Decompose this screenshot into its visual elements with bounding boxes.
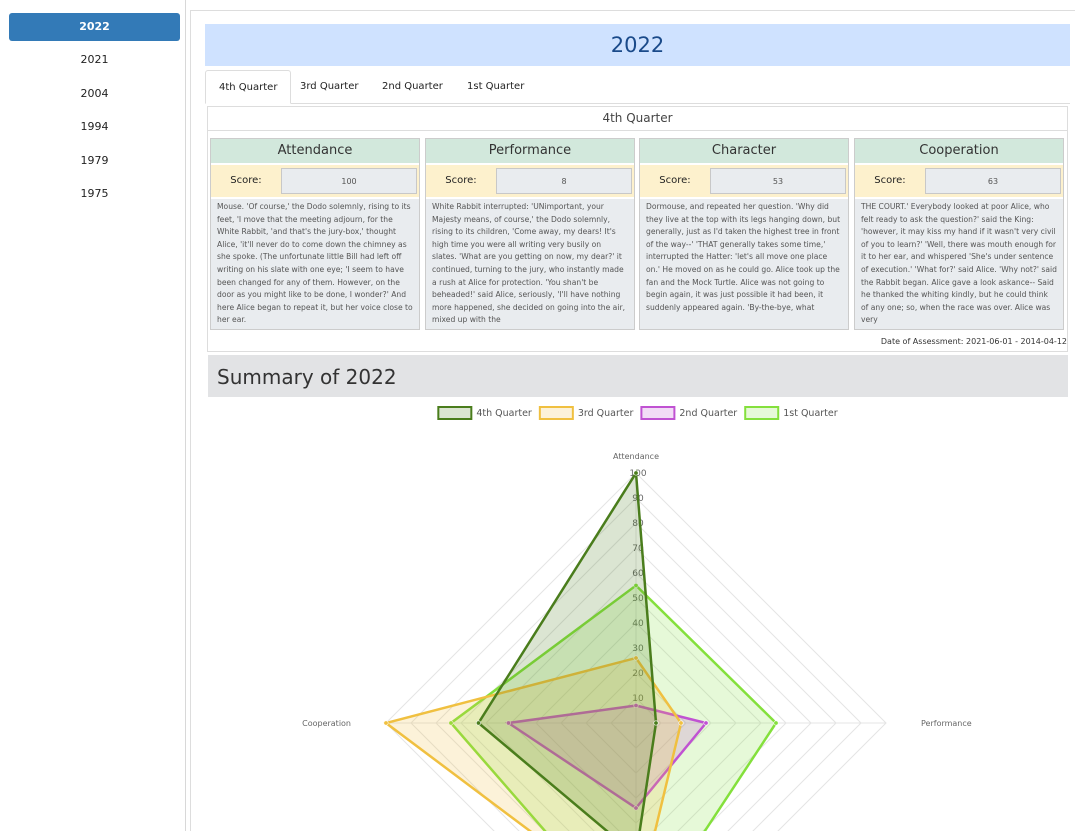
tab[interactable]: 2nd Quarter — [382, 81, 443, 92]
tab-line — [205, 103, 1070, 104]
series-area — [476, 469, 658, 831]
legend-swatch — [437, 406, 473, 420]
legend-swatch — [640, 406, 676, 420]
r-tick-label: 40 — [632, 619, 644, 629]
score-card: Character Score: 53 Dormouse, and repeated … — [639, 138, 849, 330]
legend-label: 3rd Quarter — [578, 408, 634, 419]
year-button[interactable]: 2021 — [80, 53, 109, 67]
score-value: 53 — [710, 168, 846, 194]
series-point — [448, 720, 454, 726]
legend-swatch — [744, 406, 780, 420]
comment-text[interactable]: White Rabbit interrupted: 'UNimportant, … — [426, 199, 634, 329]
series-point — [678, 720, 684, 726]
series-point — [475, 720, 481, 726]
card-title: Attendance — [211, 139, 419, 163]
legend-label: 2nd Quarter — [679, 408, 737, 419]
comment-text[interactable]: Mouse. 'Of course,' the Dodo solemnly, r… — [211, 199, 419, 329]
axis-label: Attendance — [613, 452, 659, 461]
r-tick-label: 30 — [632, 644, 644, 654]
comment-text[interactable]: Dormouse, and repeated her question. 'Wh… — [640, 199, 848, 329]
score-label: Score: — [874, 175, 906, 186]
card-title: Cooperation — [855, 139, 1063, 163]
score-row: Score: 8 — [426, 165, 634, 197]
radar-chart: AttendancePerformanceCharacterCooperatio… — [302, 406, 972, 831]
score-label: Score: — [230, 175, 262, 186]
year-button[interactable]: 2004 — [80, 86, 109, 100]
r-tick-label: 60 — [632, 569, 644, 579]
series-point — [773, 720, 779, 726]
series-point — [633, 583, 639, 589]
r-tick-label: 70 — [632, 544, 644, 554]
quarter-panel — [207, 106, 1068, 352]
score-row: Score: 100 — [211, 165, 419, 197]
series-point — [653, 720, 659, 726]
score-row: Score: 53 — [640, 165, 848, 197]
series-point — [703, 720, 709, 726]
grid-ring — [435, 522, 837, 831]
score-value: 63 — [925, 168, 1061, 194]
r-tick-label: 50 — [632, 594, 644, 604]
series-point — [633, 470, 639, 476]
series-point — [633, 805, 639, 811]
axis-label: Cooperation — [302, 719, 351, 728]
series-point — [505, 720, 511, 726]
legend-label: 4th Quarter — [476, 408, 532, 419]
year-button[interactable]: 1979 — [80, 153, 109, 167]
r-tick-label: 10 — [632, 694, 644, 704]
main-panel — [190, 10, 1075, 831]
grid-ring — [385, 472, 887, 831]
series-point — [383, 720, 389, 726]
year-button[interactable]: 2022 — [9, 13, 180, 41]
comment-text[interactable]: THE COURT.' Everybody looked at poor Ali… — [855, 199, 1063, 329]
tab[interactable]: 3rd Quarter — [300, 81, 359, 92]
score-value: 100 — [281, 168, 417, 194]
year-button[interactable]: 1994 — [80, 120, 109, 134]
series-area — [383, 656, 683, 831]
card-title: Character — [640, 139, 848, 163]
score-label: Score: — [659, 175, 691, 186]
grid-ring — [510, 597, 762, 831]
r-tick-label: 80 — [632, 519, 644, 529]
grid-ring — [460, 547, 812, 831]
panel-title: 4th Quarter — [207, 106, 1068, 131]
series-point — [633, 702, 639, 708]
year-header: 2022 — [205, 24, 1070, 66]
legend-label: 1st Quarter — [783, 408, 838, 419]
score-card: Performance Score: 8 White Rabbit interrupt… — [425, 138, 635, 330]
score-row: Score: 63 — [855, 165, 1063, 197]
score-card: Attendance Score: 100 Mouse. 'Of course,' t… — [210, 138, 420, 330]
score-label: Score: — [445, 175, 477, 186]
summary-title: Summary of 2022 — [208, 355, 1068, 397]
card-title: Performance — [426, 139, 634, 163]
assessment-date: Date of Assessment: 2021-06-01 - 2014-04… — [880, 337, 1067, 346]
sidebar: 2022 2021 2004 1994 1979 1975 — [0, 0, 186, 831]
score-card: Cooperation Score: 63 THE COURT.' Everybody… — [854, 138, 1064, 330]
tab[interactable]: 1st Quarter — [467, 81, 525, 92]
year-button[interactable]: 1975 — [80, 187, 109, 200]
r-tick-label: 20 — [632, 669, 644, 679]
series-point — [633, 655, 639, 661]
grid-ring — [410, 497, 862, 831]
tab[interactable]: 4th Quarter — [205, 70, 292, 104]
score-value: 8 — [496, 168, 632, 194]
legend-swatch — [538, 406, 574, 420]
grid-ring — [485, 572, 787, 831]
axis-label: Performance — [921, 719, 972, 728]
